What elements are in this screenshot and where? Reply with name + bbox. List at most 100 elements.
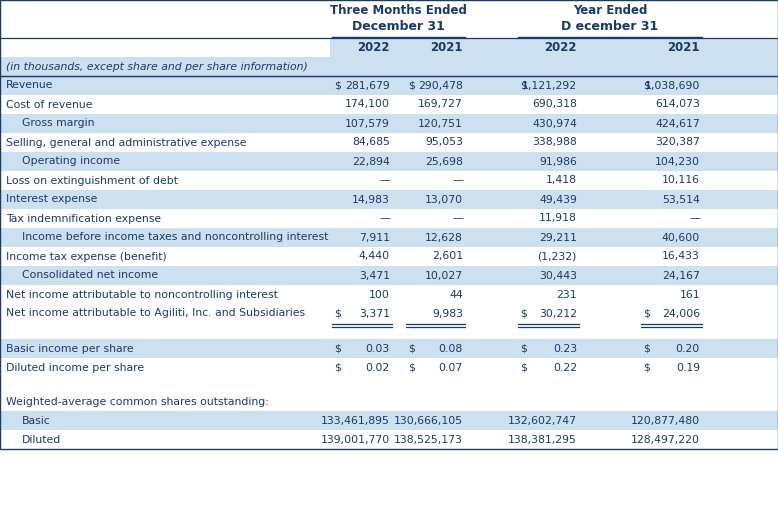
Bar (0, 285, 778, 304)
Text: 2021: 2021 (668, 41, 700, 54)
Text: 1,121,292: 1,121,292 (522, 80, 577, 91)
Text: $: $ (334, 363, 341, 373)
Text: 0.07: 0.07 (439, 363, 463, 373)
Text: —: — (379, 214, 390, 224)
Text: 0.22: 0.22 (553, 363, 577, 373)
Text: 120,877,480: 120,877,480 (631, 416, 700, 426)
Text: 53,514: 53,514 (662, 195, 700, 204)
Text: 231: 231 (556, 289, 577, 300)
Text: 0.20: 0.20 (676, 344, 700, 354)
Text: 614,073: 614,073 (655, 99, 700, 110)
Text: 100: 100 (369, 289, 390, 300)
Text: (1,232): (1,232) (538, 251, 577, 262)
Bar (0, 247, 778, 266)
Text: $: $ (334, 308, 341, 318)
Text: Gross margin: Gross margin (22, 118, 94, 129)
Text: $: $ (408, 80, 415, 91)
Bar (330, 38, 778, 57)
Text: 2022: 2022 (545, 41, 577, 54)
Text: 10,116: 10,116 (662, 176, 700, 185)
Text: Net income attributable to noncontrolling interest: Net income attributable to noncontrollin… (6, 289, 278, 300)
Bar (0, 339, 778, 358)
Text: 44: 44 (449, 289, 463, 300)
Bar (0, 57, 778, 76)
Text: Loss on extinguishment of debt: Loss on extinguishment of debt (6, 176, 178, 185)
Text: $: $ (643, 80, 650, 91)
Bar (0, 304, 778, 323)
Text: 128,497,220: 128,497,220 (631, 435, 700, 445)
Text: Interest expense: Interest expense (6, 195, 97, 204)
Text: 2,601: 2,601 (432, 251, 463, 262)
Text: Revenue: Revenue (6, 80, 54, 91)
Text: December 31: December 31 (352, 20, 445, 32)
Bar (0, 209, 778, 228)
Text: 0.03: 0.03 (366, 344, 390, 354)
Text: D ecember 31: D ecember 31 (562, 20, 659, 32)
Text: Income tax expense (benefit): Income tax expense (benefit) (6, 251, 166, 262)
Text: $: $ (643, 308, 650, 318)
Bar (0, 171, 778, 190)
Text: Cost of revenue: Cost of revenue (6, 99, 93, 110)
Text: $: $ (520, 344, 527, 354)
Text: 24,167: 24,167 (662, 270, 700, 281)
Text: 30,443: 30,443 (539, 270, 577, 281)
Text: 139,001,770: 139,001,770 (321, 435, 390, 445)
Text: Three Months Ended: Three Months Ended (330, 4, 467, 16)
Text: $: $ (334, 80, 341, 91)
Text: 107,579: 107,579 (345, 118, 390, 129)
Bar (0, 431, 778, 450)
Text: 3,371: 3,371 (359, 308, 390, 318)
Text: 91,986: 91,986 (539, 157, 577, 166)
Text: 14,983: 14,983 (352, 195, 390, 204)
Text: 338,988: 338,988 (532, 138, 577, 147)
Text: 133,461,895: 133,461,895 (321, 416, 390, 426)
Text: 430,974: 430,974 (532, 118, 577, 129)
Text: 40,600: 40,600 (662, 232, 700, 243)
Text: Tax indemnification expense: Tax indemnification expense (6, 214, 161, 224)
Text: 11,918: 11,918 (539, 214, 577, 224)
Bar (0, 228, 778, 247)
Text: 169,727: 169,727 (419, 99, 463, 110)
Text: $: $ (408, 363, 415, 373)
Text: 161: 161 (679, 289, 700, 300)
Text: Year Ended: Year Ended (573, 4, 647, 16)
Text: 174,100: 174,100 (345, 99, 390, 110)
Text: Selling, general and administrative expense: Selling, general and administrative expe… (6, 138, 247, 147)
Text: $: $ (520, 363, 527, 373)
Bar (0, 190, 778, 209)
Text: Basic: Basic (22, 416, 51, 426)
Bar (0, 358, 778, 377)
Text: 49,439: 49,439 (539, 195, 577, 204)
Text: 132,602,747: 132,602,747 (508, 416, 577, 426)
Text: —: — (452, 214, 463, 224)
Text: 2022: 2022 (358, 41, 390, 54)
Bar (0, 411, 778, 431)
Text: 95,053: 95,053 (425, 138, 463, 147)
Text: 138,381,295: 138,381,295 (508, 435, 577, 445)
Text: $: $ (520, 80, 527, 91)
Text: 22,894: 22,894 (352, 157, 390, 166)
Text: 104,230: 104,230 (655, 157, 700, 166)
Text: 320,387: 320,387 (655, 138, 700, 147)
Text: 0.19: 0.19 (676, 363, 700, 373)
Text: 29,211: 29,211 (539, 232, 577, 243)
Text: Diluted income per share: Diluted income per share (6, 363, 144, 373)
Text: 290,478: 290,478 (418, 80, 463, 91)
Bar (0, 392, 778, 411)
Text: 30,212: 30,212 (539, 308, 577, 318)
Text: (in thousands, except share and per share information): (in thousands, except share and per shar… (6, 61, 308, 72)
Text: 2021: 2021 (430, 41, 463, 54)
Text: Operating income: Operating income (22, 157, 120, 166)
Text: 0.08: 0.08 (439, 344, 463, 354)
Text: 84,685: 84,685 (352, 138, 390, 147)
Text: —: — (452, 176, 463, 185)
Text: 281,679: 281,679 (345, 80, 390, 91)
Text: 690,318: 690,318 (532, 99, 577, 110)
Text: 12,628: 12,628 (425, 232, 463, 243)
Text: Income before income taxes and noncontrolling interest: Income before income taxes and noncontro… (22, 232, 328, 243)
Bar (0, 0, 778, 38)
Text: $: $ (643, 344, 650, 354)
Text: $: $ (334, 344, 341, 354)
Bar (0, 133, 778, 152)
Text: Weighted-average common shares outstanding:: Weighted-average common shares outstandi… (6, 397, 269, 407)
